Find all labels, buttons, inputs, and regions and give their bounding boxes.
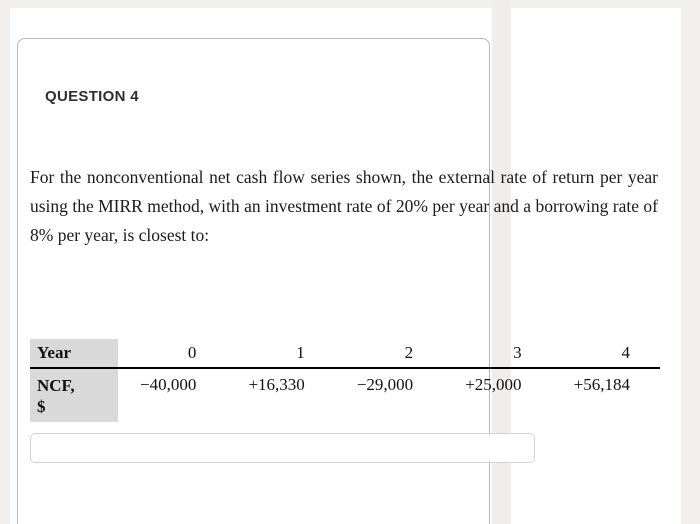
ncf-value-3: +25,000 (465, 375, 522, 394)
ncf-row-label-line1: NCF, (37, 376, 75, 395)
ncf-row-label-line2: $ (37, 397, 46, 416)
year-value-1: 1 (226, 339, 335, 369)
cashflow-table: Year 0 1 2 3 4 NCF, $ −40,000 +16,330 −2… (30, 339, 660, 422)
year-value-0: 0 (118, 339, 227, 369)
page-background-right (511, 8, 681, 524)
year-row: Year 0 1 2 3 4 (30, 339, 660, 369)
year-value-3: 3 (443, 339, 552, 369)
page-gutter-divider (492, 0, 511, 524)
ncf-value-1: +16,330 (248, 375, 305, 394)
year-value-2: 2 (334, 339, 444, 369)
question-heading: QUESTION 4 (45, 88, 139, 105)
ncf-row: NCF, $ −40,000 +16,330 −29,000 +25,000 +… (30, 368, 660, 422)
ncf-value-4: +56,184 (573, 375, 630, 394)
ncf-row-label: NCF, $ (30, 368, 118, 422)
answer-input[interactable] (30, 433, 535, 463)
question-card (17, 38, 490, 524)
ncf-value-0: −40,000 (140, 375, 197, 394)
year-row-label: Year (30, 339, 118, 369)
year-value-4: 4 (551, 339, 660, 369)
ncf-value-2: −29,000 (356, 375, 414, 394)
question-text: For the nonconventional net cash flow se… (30, 167, 658, 245)
